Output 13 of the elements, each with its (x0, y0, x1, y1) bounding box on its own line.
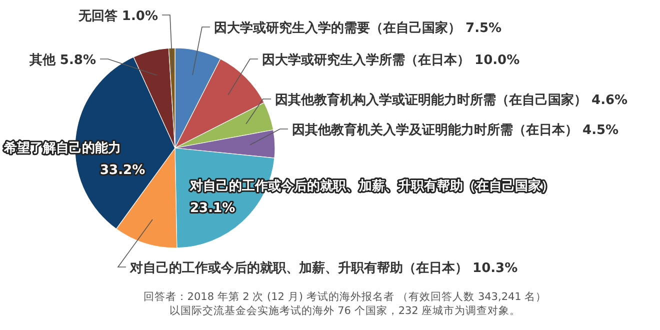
slice-label: 因其他教育机构入学或证明能力时所需（在自己国家） 4.6% (275, 92, 628, 108)
slice-label: 无回答 1.0% (77, 9, 158, 24)
slice-label: 因其他教育机关入学及证明能力时所需（在日本） 4.5% (292, 122, 619, 138)
data-label: 33.2% (100, 163, 146, 178)
slice-label: 对自己的工作或今后的就职、加薪、升职有帮助（在日本） 10.3% (129, 260, 518, 276)
slice-label: 因大学或研究生入学所需（在日本） 10.0% (262, 52, 520, 68)
data-label: 23.1% (190, 201, 236, 216)
slice-label: 因大学或研究生入学的需要（在自己国家） 7.5% (214, 20, 502, 36)
text: 回答者：2018 年第 2 次 (12 月) 考试的海外报名者 （有效回答人数 343,241 名） (143, 290, 547, 303)
slice-label: 希望了解自己的能力 (3, 140, 121, 156)
slice-label: 对自己的工作或今后的就职、加薪、升职有帮助（在自己国家） (189, 178, 554, 194)
slice-label: 其他 5.8% (28, 53, 96, 68)
text: 以国际交流基金会实施考试的海外 76 个国家，232 座城市为调查对象。 (169, 304, 521, 317)
